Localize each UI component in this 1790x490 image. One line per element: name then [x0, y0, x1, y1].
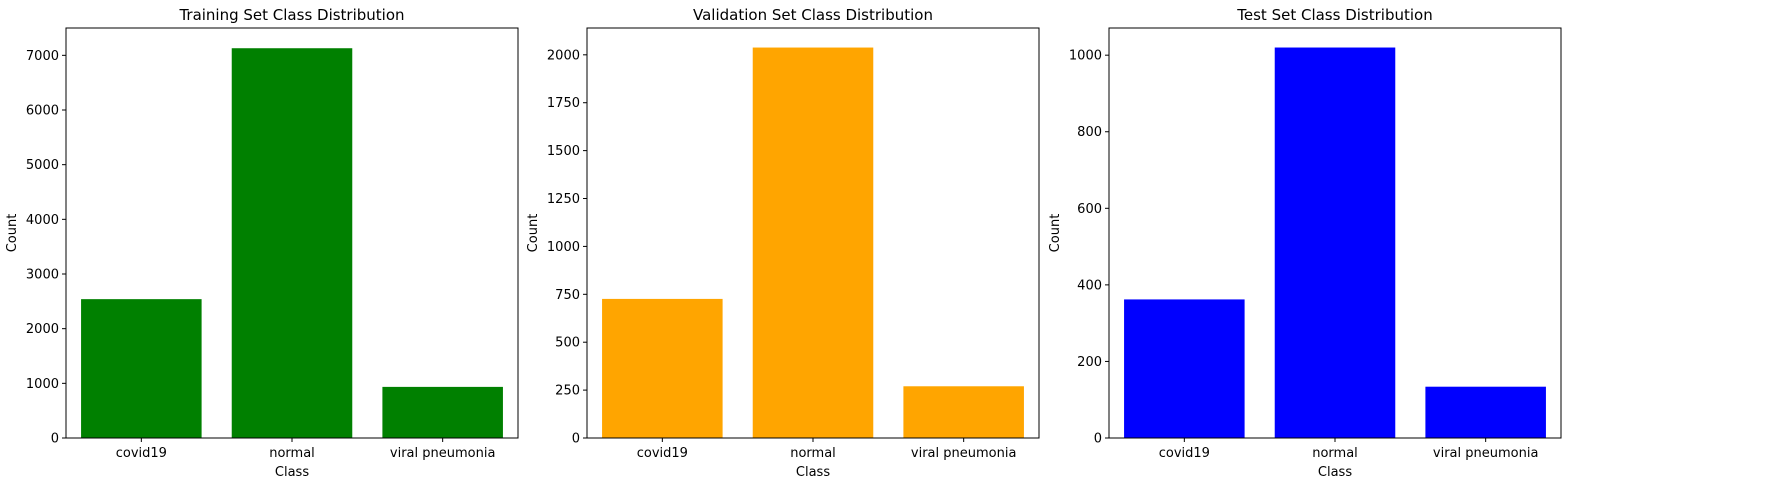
x-axis-label: Class	[1318, 465, 1352, 480]
x-tick-label: normal	[790, 446, 836, 461]
y-tick-label: 400	[1077, 278, 1102, 293]
bar-covid19	[81, 299, 202, 438]
x-tick-label: covid19	[1159, 446, 1210, 461]
y-tick-label: 0	[1094, 432, 1102, 447]
x-tick-label: viral pneumonia	[911, 446, 1017, 461]
bar-covid19	[602, 298, 723, 438]
bar-viral-pneumonia	[1425, 386, 1546, 438]
y-tick-label: 800	[1077, 125, 1102, 140]
bar-viral-pneumonia	[903, 386, 1024, 438]
x-tick-label: viral pneumonia	[390, 446, 496, 461]
y-tick-label: 2000	[547, 48, 580, 63]
y-tick-label: 500	[555, 336, 580, 351]
y-tick-label: 0	[572, 432, 580, 447]
bar-covid19	[1124, 299, 1245, 438]
bar-normal	[231, 48, 353, 439]
y-tick-label: 1000	[26, 377, 59, 392]
y-tick-label: 200	[1077, 355, 1102, 370]
x-tick-label: covid19	[637, 446, 688, 461]
y-tick-label: 600	[1077, 202, 1102, 217]
y-tick-label: 6000	[26, 104, 59, 119]
chart-title: Test Set Class Distribution	[1236, 6, 1432, 24]
x-tick-label: covid19	[116, 446, 167, 461]
y-axis-label: Count	[526, 214, 541, 253]
chart-title: Validation Set Class Distribution	[693, 6, 933, 24]
y-axis-label: Count	[1048, 214, 1063, 253]
x-tick-label: normal	[1312, 446, 1358, 461]
y-tick-label: 7000	[26, 49, 59, 64]
y-tick-label: 3000	[26, 268, 59, 283]
chart-2: 0 200 400 600 800 1000 covid19 normal viral pneu…	[1048, 6, 1562, 480]
x-tick-label: normal	[269, 446, 315, 461]
y-tick-label: 1250	[547, 192, 580, 207]
chart-1: 0 250 500 750 1000 1250 1500 1750 2000 covid19 nor…	[526, 6, 1040, 480]
y-tick-label: 1750	[547, 96, 580, 111]
y-tick-label: 1500	[547, 144, 580, 159]
y-axis-label: Count	[5, 214, 20, 253]
y-tick-label: 5000	[26, 158, 59, 173]
bar-normal	[752, 47, 874, 439]
y-tick-label: 250	[555, 384, 580, 399]
chart-title: Training Set Class Distribution	[178, 6, 404, 24]
chart-0: 0 1000 2000 3000 4000 5000 6000 7000 covid19 norm…	[5, 6, 519, 480]
x-axis-label: Class	[275, 465, 309, 480]
y-tick-label: 2000	[26, 322, 59, 337]
y-tick-label: 1000	[1069, 49, 1102, 64]
x-axis-label: Class	[796, 465, 830, 480]
y-tick-label: 4000	[26, 213, 59, 228]
bar-normal	[1274, 47, 1396, 439]
y-tick-label: 0	[51, 432, 59, 447]
x-tick-label: viral pneumonia	[1433, 446, 1539, 461]
y-tick-label: 750	[555, 288, 580, 303]
y-tick-label: 1000	[547, 240, 580, 255]
bar-viral-pneumonia	[382, 386, 503, 438]
